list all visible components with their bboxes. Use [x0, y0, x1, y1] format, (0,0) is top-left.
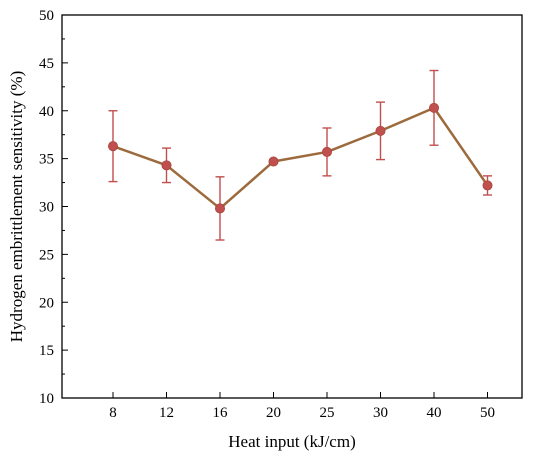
y-axis: 10 15 20 25 30 35 40 45 50 — [39, 8, 68, 407]
plot-border — [61, 14, 523, 399]
x-tick-label: 50 — [480, 405, 495, 421]
y-tick-label: 25 — [39, 247, 54, 263]
series-line-group — [112, 106, 489, 210]
x-tick-label: 20 — [266, 405, 281, 421]
data-points — [108, 102, 493, 214]
x-axis-title: Heat input (kJ/cm) — [228, 432, 355, 451]
x-tick-label: 12 — [159, 405, 174, 421]
data-point — [428, 102, 439, 113]
data-point — [482, 180, 493, 191]
y-tick-label: 30 — [39, 200, 54, 216]
data-point — [108, 141, 119, 152]
error-bars — [108, 69, 492, 241]
y-tick-label: 35 — [39, 152, 54, 168]
data-point — [268, 156, 279, 167]
y-tick-label: 45 — [39, 56, 54, 72]
x-tick-label: 8 — [109, 405, 117, 421]
y-tick-label: 50 — [39, 8, 54, 24]
x-axis: 8 12 16 20 25 30 40 50 — [109, 392, 495, 421]
plot-frame — [61, 14, 523, 399]
data-point — [375, 125, 386, 136]
data-point — [161, 160, 172, 171]
x-tick-label: 16 — [213, 405, 229, 421]
x-tick-label: 40 — [427, 405, 442, 421]
data-point — [321, 146, 332, 157]
data-point — [214, 203, 225, 214]
y-tick-label: 10 — [39, 391, 54, 407]
y-tick-label: 15 — [39, 343, 54, 359]
series-line — [112, 106, 489, 210]
y-axis-title: Hydrogen embrittlement sensitivity (%) — [7, 71, 26, 342]
x-tick-label: 25 — [320, 405, 335, 421]
y-tick-label: 40 — [39, 104, 54, 120]
x-tick-label: 30 — [373, 405, 388, 421]
y-tick-label: 20 — [39, 295, 54, 311]
